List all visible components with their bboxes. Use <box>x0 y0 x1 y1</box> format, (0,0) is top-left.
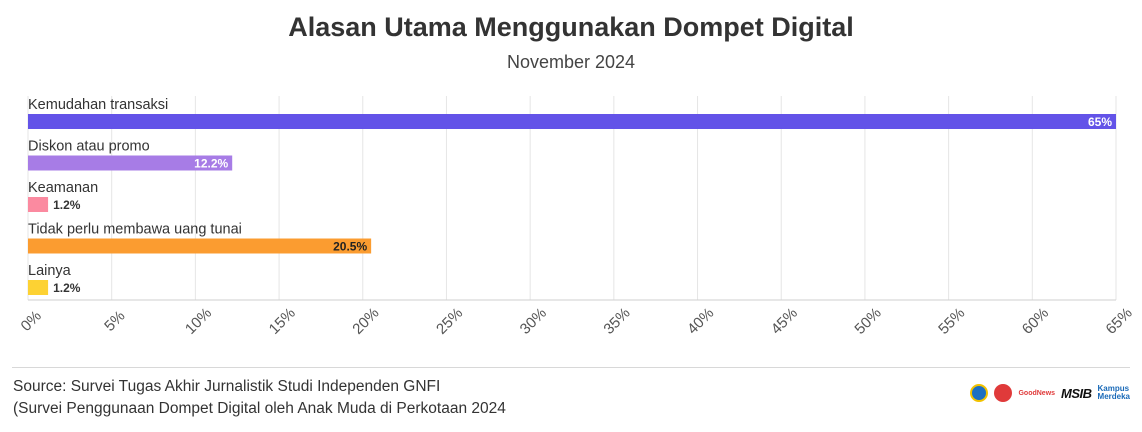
chart-title: Alasan Utama Menggunakan Dompet Digital <box>288 12 854 42</box>
x-tick-label: 20% <box>349 305 382 338</box>
bar <box>28 197 49 212</box>
x-tick-label: 15% <box>266 305 299 338</box>
x-tick-label: 0% <box>18 308 45 335</box>
category-label: Keamanan <box>28 180 98 196</box>
x-tick-label: 50% <box>851 305 884 338</box>
bar-value-label: 1.2% <box>53 281 81 295</box>
category-label: Tidak perlu membawa uang tunai <box>28 222 242 238</box>
x-tick-label: 35% <box>600 305 633 338</box>
x-tick-label: 60% <box>1019 305 1052 338</box>
bar-value-label: 20.5% <box>333 240 367 254</box>
footer-divider <box>12 367 1130 368</box>
kemendikbud-logo-icon <box>970 384 989 402</box>
x-tick-label: 5% <box>101 308 128 335</box>
bar-value-label: 1.2% <box>53 198 81 212</box>
category-label: Diskon atau promo <box>28 139 150 155</box>
chart-subtitle: November 2024 <box>506 52 636 72</box>
partner-logos: GoodNews MSIB Kampus Merdeka <box>970 384 1130 402</box>
x-tick-label: 45% <box>768 305 801 338</box>
bar <box>28 280 49 295</box>
x-tick-label: 65% <box>1103 305 1136 338</box>
x-tick-label: 25% <box>433 305 466 338</box>
category-label: Kemudahan transaksi <box>28 97 168 113</box>
bar-value-label: 12.2% <box>194 157 228 171</box>
bar-chart: 0% 5% 10% 15% 20% 25% 30% 35% 40% 45% 50% 55% 60% 65%… <box>18 96 1136 338</box>
bar <box>28 114 1116 129</box>
source-line-1: Source: Survei Tugas Akhir Jurnalistik S… <box>13 378 441 395</box>
source-note: Source: Survei Tugas Akhir Jurnalistik S… <box>13 376 506 420</box>
x-tick-label: 40% <box>684 305 717 338</box>
source-line-2: (Survei Penggunaan Dompet Digital oleh A… <box>13 400 506 417</box>
goodnews-logo-icon <box>994 384 1013 402</box>
x-tick-label: 55% <box>935 305 968 338</box>
kampus-merdeka-logo: Kampus Merdeka <box>1097 384 1130 401</box>
bar <box>28 155 233 171</box>
msib-logo: MSIB <box>1061 385 1092 401</box>
bar-value-label: 65% <box>1088 115 1112 129</box>
x-tick-label: 30% <box>517 305 550 338</box>
bar <box>28 238 372 254</box>
category-label: Lainya <box>28 263 72 279</box>
x-tick-label: 10% <box>182 305 215 338</box>
goodnews-logo-text: GoodNews <box>1018 389 1056 397</box>
